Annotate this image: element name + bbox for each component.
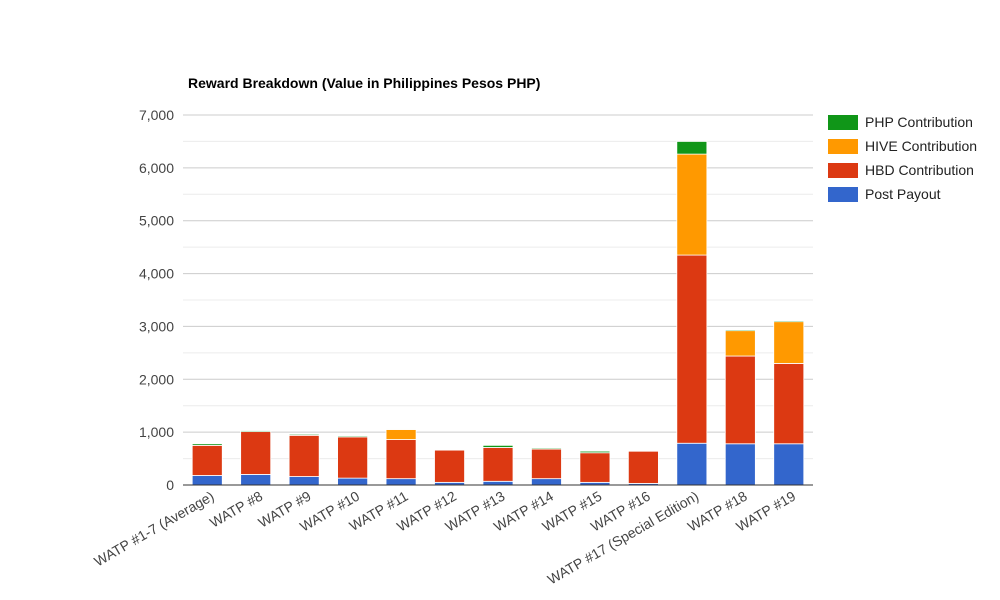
legend-label: Post Payout (865, 186, 941, 202)
bar-segment (531, 448, 562, 480)
bar-segment (337, 436, 369, 479)
bar-segment (676, 141, 708, 155)
bar-segment (676, 254, 708, 444)
bar-segment (724, 330, 756, 357)
bar-segment (579, 450, 611, 454)
bar-segment (337, 477, 369, 486)
bar-segment (773, 363, 805, 445)
bar-segment (531, 478, 562, 486)
gridlines (183, 114, 813, 486)
bar-segment (724, 329, 756, 332)
bar-segment (627, 450, 659, 452)
legend-swatch (828, 115, 858, 130)
chart-title: Reward Breakdown (Value in Philippines P… (188, 75, 540, 91)
legend: PHP Contribution HIVE Contribution HBD Con… (828, 114, 977, 202)
bar-segment (773, 443, 805, 486)
bar-segment (434, 449, 465, 483)
y-tick-label: 7,000 (139, 107, 174, 123)
legend-swatch (828, 139, 858, 154)
y-tick-label: 0 (166, 477, 174, 493)
x-tick-label: WATP #1-7 (Average) (91, 488, 216, 570)
bar-segment (191, 443, 223, 446)
bar-segment (385, 478, 417, 486)
bar-segment (385, 428, 417, 430)
legend-label: HIVE Contribution (865, 138, 977, 154)
bar-segment (240, 430, 272, 433)
bar-segment (482, 480, 514, 486)
bar-segment (482, 447, 514, 482)
bar-segment (191, 475, 223, 486)
bar-segment (482, 444, 514, 448)
bar-segment (773, 321, 805, 364)
legend-swatch (828, 163, 858, 178)
bar-segment (337, 435, 369, 438)
x-tick-label: WATP #8 (207, 488, 265, 531)
bar-segment (724, 355, 756, 445)
bar-segment (676, 442, 708, 486)
legend-label: PHP Contribution (865, 114, 973, 130)
legend-label: HBD Contribution (865, 162, 974, 178)
bar-segment (288, 434, 320, 477)
bar-segment (579, 452, 611, 483)
y-tick-label: 3,000 (139, 318, 174, 334)
bars (191, 141, 805, 486)
bar-segment (288, 476, 320, 486)
bar-segment (240, 431, 272, 475)
bar-segment (724, 443, 756, 486)
y-tick-label: 6,000 (139, 160, 174, 176)
y-tick-label: 2,000 (139, 371, 174, 387)
bar-segment (191, 444, 223, 476)
y-tick-label: 5,000 (139, 213, 174, 229)
bar-segment (773, 320, 805, 323)
bar-segment (434, 449, 465, 451)
bar-segment (288, 433, 320, 436)
y-axis-ticks: 0 1,000 2,000 3,000 4,000 5,000 6,000 7,000 (139, 107, 174, 493)
bar-segment (240, 474, 272, 486)
y-tick-label: 1,000 (139, 424, 174, 440)
bar-segment (385, 429, 417, 440)
legend-swatch (828, 187, 858, 202)
bar-segment (385, 439, 417, 480)
y-tick-label: 4,000 (139, 266, 174, 282)
bar-segment (531, 447, 562, 450)
bar-segment (627, 450, 659, 484)
bar-segment (676, 153, 708, 256)
